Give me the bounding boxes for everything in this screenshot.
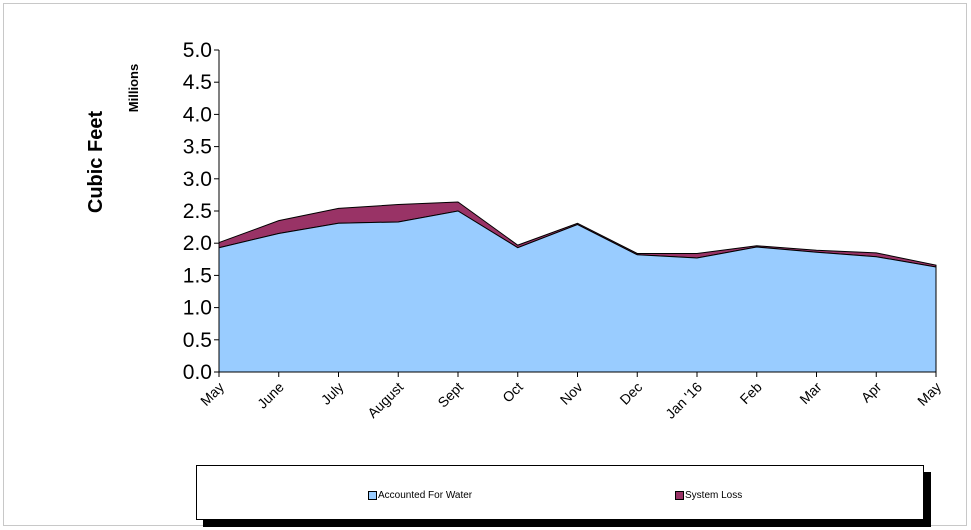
y-tick-label: 5.0 [183,39,212,62]
area-series-accounted-for-water [218,210,937,373]
x-tick-label: May [914,379,944,409]
x-tick-label: Oct [499,379,526,406]
legend-swatch-system-loss [675,491,684,500]
y-tick-label: 0.0 [183,361,212,384]
x-tick-labels: May June July August Sept Oct Nov Dec Jan '16 Feb… [197,372,944,422]
y-tick-label: 1.5 [183,264,212,287]
x-tick-label: July [318,379,347,408]
legend-swatch-accounted-for-water [368,491,377,500]
y-tick-label: 1.0 [183,297,212,320]
x-tick-label: Sept [434,379,466,411]
legend-item-accounted-for-water: Accounted For Water [368,490,472,501]
y-tick-label: 2.5 [183,200,212,223]
y-tick-label: 2.0 [183,232,212,255]
y-tick-label: 3.5 [183,136,212,159]
x-tick-label: June [254,379,287,412]
area-series-group [218,201,937,373]
y-tick-label: 4.0 [183,103,212,126]
x-tick-label: Apr [858,379,885,406]
chart-frame [3,3,967,526]
x-tick-label: Feb [736,379,765,408]
x-tick-label: August [364,379,406,421]
chart-legend: Accounted For Water System Loss [196,465,924,520]
x-tick-label: Mar [796,379,825,408]
y-tick-label: 4.5 [183,71,212,94]
x-tick-label: Jan '16 [662,379,705,422]
legend-label-system-loss: System Loss [685,490,743,501]
y-tick-label: 3.0 [183,168,212,191]
y-axis-title: Cubic Feet [85,111,107,214]
x-tick-label: Dec [616,379,645,408]
x-tick-label: Nov [557,379,586,408]
legend-item-system-loss: System Loss [675,490,742,501]
y-axis-unit-label: Millions [126,64,141,112]
legend-label-accounted-for-water: Accounted For Water [378,490,473,501]
y-tick-label: 0.5 [183,329,212,352]
y-tick-labels: 0.0 0.5 1.0 1.5 2.0 2.5 3.0 3.5 4.0 4.5 5.0 [183,39,219,384]
